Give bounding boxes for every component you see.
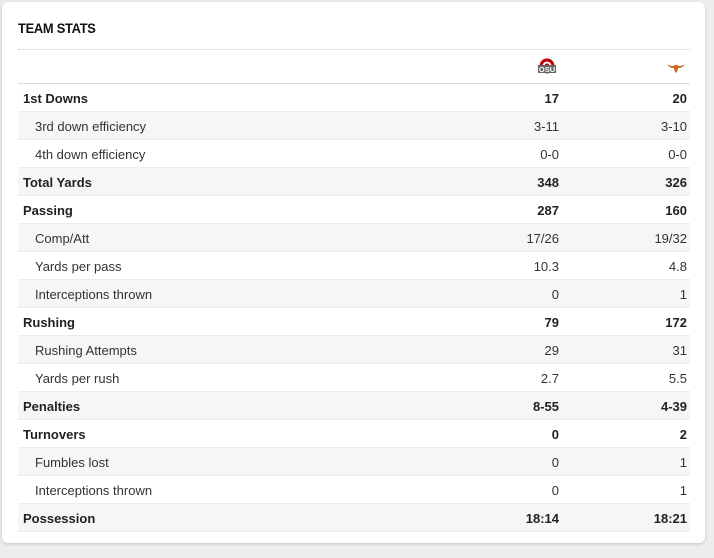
home-team-value: 20 [672, 91, 687, 106]
team-stats-card: TEAM STATS OSU 1st Downs 17 20 3rd down eff… [2, 2, 705, 543]
home-team-value: 19/32 [654, 231, 687, 246]
away-team-value: 0 [551, 287, 559, 302]
stat-label: Passing [23, 203, 73, 218]
home-team-value: 1 [679, 287, 687, 302]
home-team-value: 160 [665, 203, 687, 218]
svg-text:OSU: OSU [539, 65, 555, 74]
home-team-value: 326 [665, 175, 687, 190]
home-team-value: 4.8 [668, 259, 687, 274]
home-team-value: 5.5 [668, 371, 687, 386]
away-team-value: 8-55 [532, 399, 559, 414]
away-team-value: 348 [537, 175, 559, 190]
away-team-value: 10.3 [533, 259, 559, 274]
table-row: Passing 287 160 [18, 196, 690, 224]
stat-label: 4th down efficiency [35, 147, 146, 162]
table-row: 1st Downs 17 20 [18, 84, 690, 112]
away-team-value: 79 [544, 315, 559, 330]
home-team-value: 31 [672, 343, 687, 358]
stat-label: Comp/Att [35, 231, 90, 246]
table-row: 4th down efficiency 0-0 0-0 [18, 140, 690, 168]
stat-label: Penalties [23, 399, 81, 414]
table-row: Fumbles lost 0 1 [18, 448, 690, 476]
home-team-value: 4-39 [660, 399, 687, 414]
away-team-value: 0 [551, 483, 559, 498]
stat-label: Interceptions thrown [35, 287, 153, 302]
table-row: 3rd down efficiency 3-11 3-10 [18, 112, 690, 140]
away-team-value: 287 [537, 203, 559, 218]
table-row: Interceptions thrown 0 1 [18, 280, 690, 308]
table-row: Penalties 8-55 4-39 [18, 392, 690, 420]
stat-label: Rushing [23, 315, 75, 330]
away-team-value: 0-0 [540, 147, 559, 162]
stat-label: 1st Downs [23, 91, 89, 106]
stat-label: Yards per pass [35, 259, 122, 274]
table-row: Comp/Att 17/26 19/32 [18, 224, 690, 252]
team-logo-header: OSU [18, 50, 690, 84]
table-row: Turnovers 0 2 [18, 420, 690, 448]
home-team-value: 2 [679, 427, 687, 442]
stat-label: Rushing Attempts [35, 343, 137, 358]
stat-label: 3rd down efficiency [35, 119, 147, 134]
section-title: TEAM STATS [18, 20, 96, 36]
title-divider [18, 49, 690, 50]
table-row: Rushing 79 172 [18, 308, 690, 336]
stat-label: Interceptions thrown [35, 483, 153, 498]
away-team-value: 18:14 [525, 511, 559, 526]
table-row: Rushing Attempts 29 31 [18, 336, 690, 364]
away-team-value: 3-11 [533, 119, 559, 134]
team-stats-table: 1st Downs 17 20 3rd down efficiency 3-11 3-10… [18, 84, 690, 532]
ohio-state-logo-icon[interactable]: OSU [537, 57, 557, 77]
away-team-value: 0 [551, 427, 559, 442]
home-team-value: 172 [665, 315, 687, 330]
home-team-value: 0-0 [668, 147, 687, 162]
table-row: Yards per pass 10.3 4.8 [18, 252, 690, 280]
away-team-value: 17 [544, 91, 559, 106]
home-team-value: 18:21 [653, 511, 687, 526]
away-team-value: 0 [551, 455, 559, 470]
stat-label: Turnovers [23, 427, 86, 442]
away-team-value: 17/26 [526, 231, 559, 246]
table-row: Total Yards 348 326 [18, 168, 690, 196]
table-row: Possession 18:14 18:21 [18, 504, 690, 532]
home-team-value: 1 [679, 483, 687, 498]
stat-label: Total Yards [23, 175, 92, 190]
away-team-value: 29 [544, 343, 559, 358]
away-team-value: 2.7 [540, 371, 559, 386]
stat-label: Fumbles lost [35, 455, 109, 470]
home-team-value: 1 [679, 455, 687, 470]
texas-longhorn-logo-icon[interactable] [666, 57, 686, 77]
table-row: Yards per rush 2.7 5.5 [18, 364, 690, 392]
stat-label: Yards per rush [35, 371, 120, 386]
stat-label: Possession [23, 511, 96, 526]
table-row: Interceptions thrown 0 1 [18, 476, 690, 504]
home-team-value: 3-10 [660, 119, 687, 134]
